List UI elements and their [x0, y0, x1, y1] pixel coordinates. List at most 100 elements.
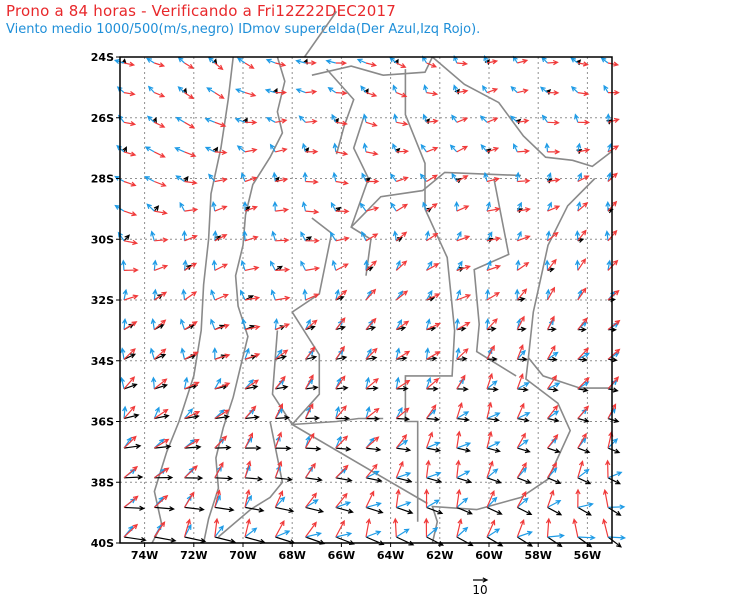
left-mover-vector — [608, 89, 620, 96]
right-mover-vector — [425, 318, 431, 330]
right-mover-vector — [425, 289, 433, 301]
left-mover-vector — [426, 404, 437, 419]
left-mover-vector — [517, 178, 531, 184]
mean-wind-vector — [214, 444, 232, 451]
left-mover-vector — [335, 435, 349, 449]
left-mover-vector — [335, 317, 346, 330]
left-mover-vector — [335, 263, 349, 271]
left-mover-vector — [154, 180, 167, 187]
left-mover-vector — [516, 344, 524, 360]
mean-wind-vector — [365, 506, 384, 514]
lat-tick-label: 24S — [91, 51, 114, 64]
lon-tick-label: 64W — [377, 549, 404, 562]
left-mover-vector — [305, 492, 318, 508]
left-mover-vector — [275, 147, 288, 153]
left-mover-vector — [486, 87, 499, 94]
right-mover-vector — [270, 289, 276, 301]
right-mover-vector — [120, 347, 126, 360]
left-mover-vector — [365, 92, 378, 98]
right-mover-vector — [395, 259, 401, 271]
left-mover-vector — [214, 353, 231, 360]
mean-wind-vector — [396, 506, 414, 515]
left-mover-vector — [123, 61, 136, 67]
left-mover-vector — [184, 465, 198, 479]
left-mover-vector — [547, 119, 560, 126]
mean-wind-vector — [517, 417, 530, 423]
left-mover-vector — [456, 145, 469, 153]
left-mover-vector — [123, 210, 138, 217]
mean-wind-vector — [396, 477, 413, 484]
left-mover-vector — [365, 347, 378, 360]
mean-wind-vector — [214, 506, 235, 513]
right-mover-vector — [486, 528, 501, 538]
mean-wind-vector — [335, 355, 348, 361]
mean-wind-vector — [426, 536, 445, 546]
left-mover-vector — [214, 263, 228, 271]
right-mover-vector — [274, 496, 286, 508]
left-mover-vector — [426, 351, 441, 360]
right-mover-vector — [486, 231, 493, 242]
mean-wind-vector — [335, 506, 354, 514]
left-mover-vector — [244, 176, 258, 183]
mean-wind-vector — [183, 175, 189, 182]
left-mover-vector — [516, 518, 525, 538]
right-mover-vector — [419, 173, 427, 182]
left-mover-vector — [335, 405, 347, 419]
lat-tick-label: 28S — [91, 173, 114, 186]
right-mover-vector — [356, 58, 367, 64]
mean-wind-vector — [244, 445, 262, 451]
border-line — [473, 178, 517, 377]
right-mover-vector — [361, 230, 367, 242]
mean-wind-vector — [123, 474, 144, 480]
right-mover-vector — [424, 230, 431, 241]
left-mover-vector — [456, 374, 466, 390]
left-mover-vector — [365, 150, 379, 156]
left-mover-vector — [516, 315, 525, 330]
left-mover-vector — [183, 491, 195, 508]
left-mover-vector — [335, 236, 350, 242]
right-mover-vector — [272, 200, 278, 212]
mean-wind-vector — [426, 477, 443, 484]
left-mover-vector — [214, 177, 228, 183]
left-mover-vector — [486, 206, 501, 213]
mean-wind-vector — [456, 447, 471, 453]
right-mover-vector — [146, 203, 155, 212]
right-mover-vector — [234, 117, 246, 123]
right-mover-vector — [456, 442, 472, 449]
left-mover-vector — [395, 203, 409, 212]
left-mover-vector — [426, 322, 441, 331]
right-mover-vector — [240, 289, 246, 301]
left-mover-vector — [214, 62, 224, 71]
left-mover-vector — [396, 62, 407, 68]
left-mover-vector — [123, 151, 137, 157]
mean-wind-vector — [123, 443, 142, 449]
left-mover-vector — [123, 294, 139, 301]
mean-wind-vector — [274, 265, 283, 271]
right-mover-vector — [302, 288, 308, 301]
right-mover-vector — [116, 86, 125, 94]
left-mover-vector — [123, 435, 137, 449]
left-mover-vector — [456, 60, 469, 67]
right-mover-vector — [365, 405, 371, 419]
right-mover-vector — [304, 318, 311, 330]
right-mover-vector — [392, 113, 399, 123]
left-mover-vector — [365, 317, 377, 330]
left-mover-vector — [392, 517, 399, 538]
right-mover-vector — [271, 230, 277, 241]
mean-wind-vector — [547, 477, 562, 485]
left-mover-vector — [275, 323, 291, 331]
mean-wind-vector — [365, 325, 377, 331]
left-mover-vector — [154, 92, 166, 98]
mean-wind-vector — [426, 506, 444, 515]
left-mover-vector — [335, 492, 348, 508]
right-mover-vector — [541, 56, 548, 64]
right-mover-vector — [298, 115, 306, 123]
right-mover-vector — [426, 441, 441, 449]
left-mover-vector — [214, 409, 230, 420]
mean-wind-vector — [577, 506, 592, 516]
right-mover-vector — [183, 376, 189, 390]
right-mover-vector — [516, 439, 529, 449]
border-line — [404, 69, 456, 522]
mean-wind-vector — [154, 474, 174, 481]
left-mover-vector — [214, 323, 230, 331]
